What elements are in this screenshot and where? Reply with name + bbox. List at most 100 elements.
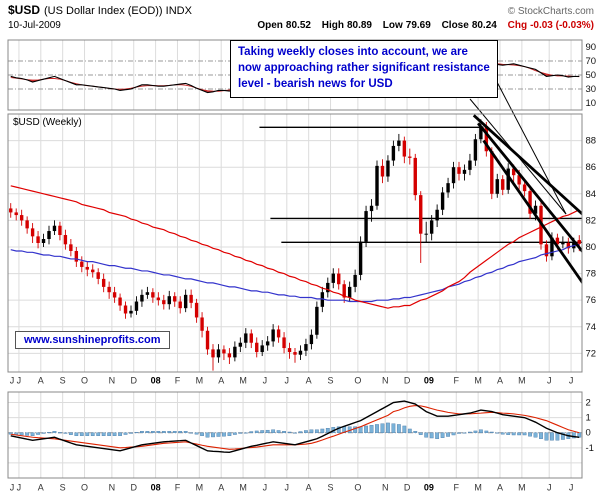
month-label: O	[354, 483, 361, 493]
y-tick-label: -1	[586, 443, 594, 454]
date: 10-Jul-2009	[8, 20, 61, 31]
macd-histogram-bar	[500, 432, 505, 435]
candle-body	[386, 160, 390, 177]
macd-histogram-bar	[506, 432, 511, 435]
candle-body	[162, 300, 166, 305]
candle-body	[91, 269, 95, 273]
watermark-text: www.sunshineprofits.com	[15, 331, 170, 349]
month-label: M	[239, 483, 247, 493]
macd-histogram-bar	[194, 432, 199, 435]
month-label: S	[328, 376, 334, 386]
macd-histogram-bar	[407, 428, 412, 433]
macd-histogram-bar	[309, 429, 314, 433]
macd-histogram-bar	[189, 432, 194, 434]
candle-body	[101, 278, 106, 287]
candle-body	[194, 302, 199, 318]
candle-body	[369, 205, 374, 212]
macd-histogram-bar	[222, 432, 226, 437]
macd-histogram-bar	[58, 432, 62, 434]
candle-body	[298, 350, 303, 355]
candle-body	[561, 243, 565, 245]
candle-body	[58, 225, 62, 236]
candle-body	[30, 228, 35, 237]
macd-histogram-bar	[79, 432, 84, 436]
candle-body	[320, 292, 325, 307]
y-tick-label: 30	[586, 84, 597, 95]
candle-body	[468, 160, 472, 170]
candle-body	[364, 211, 368, 242]
candle-body	[255, 342, 259, 353]
month-label: D	[130, 376, 137, 386]
candle-body	[41, 239, 46, 243]
candle-body	[375, 165, 379, 206]
macd-histogram-bar	[539, 432, 543, 439]
candle-body	[451, 167, 456, 184]
title-row: $USD (US Dollar Index (EOD)) INDX © Stoc…	[0, 0, 600, 17]
macd-histogram-bar	[314, 429, 319, 433]
candle-body	[440, 192, 445, 210]
down-trendline	[472, 114, 582, 216]
macd-histogram-bar	[353, 426, 358, 433]
candle-body	[265, 341, 270, 346]
close-label: Close	[441, 20, 469, 31]
macd-histogram-bar	[375, 424, 379, 433]
ma-line-blue	[10, 243, 580, 303]
candle-body	[506, 168, 510, 190]
macd-histogram-bar	[413, 431, 418, 433]
candle-body	[380, 165, 385, 177]
month-label: M	[196, 483, 204, 493]
candle-body	[353, 274, 357, 287]
candle-body	[173, 296, 177, 302]
candle-body	[484, 125, 489, 152]
macd-indicator	[8, 400, 582, 454]
macd-histogram-bar	[511, 432, 516, 436]
high-value: 80.89	[346, 20, 372, 31]
macd-histogram-bar	[107, 432, 112, 436]
month-label: A	[306, 376, 312, 386]
down-trendline	[482, 139, 582, 285]
macd-histogram-bar	[276, 430, 281, 433]
macd-histogram-bar	[571, 432, 576, 439]
month-label: D	[130, 483, 137, 493]
macd-histogram-bar	[85, 432, 90, 436]
macd-histogram-bar	[96, 432, 101, 436]
y-tick-label: 86	[586, 162, 597, 173]
candle-body	[52, 225, 57, 232]
candle-body	[517, 175, 521, 185]
macd-histogram-bar	[156, 431, 161, 433]
candle-body	[397, 140, 401, 146]
macd-histogram-bar	[161, 431, 166, 433]
macd-histogram-bar	[25, 432, 30, 436]
macd-histogram-bar	[265, 429, 270, 433]
candle-body	[326, 282, 330, 293]
macd-histogram-bar	[167, 431, 172, 433]
month-label: J	[547, 483, 552, 493]
macd-histogram-bar	[304, 430, 308, 433]
candle-body	[134, 301, 139, 311]
candle-body	[577, 240, 581, 244]
month-label: J	[547, 376, 552, 386]
macd-histogram-bar	[468, 431, 472, 433]
candle-body	[9, 208, 13, 213]
candle-body	[391, 145, 396, 161]
candle-body	[528, 191, 532, 214]
month-label: J	[10, 483, 15, 493]
month-label: J	[285, 376, 290, 386]
macd-histogram-bar	[478, 429, 483, 433]
month-label: J	[10, 376, 15, 386]
month-label: M	[239, 376, 247, 386]
macd-histogram-bar	[150, 431, 155, 433]
candle-body	[544, 244, 549, 257]
copyright: © StockCharts.com	[507, 6, 594, 17]
macd-histogram-bar	[205, 432, 210, 438]
macd-histogram-bar	[118, 432, 122, 436]
macd-histogram-bar	[396, 424, 401, 433]
month-label: A	[38, 376, 44, 386]
macd-histogram-bar	[47, 432, 51, 434]
y-tick-label: 80	[586, 242, 597, 253]
candle-body	[96, 272, 100, 279]
macd-histogram-bar	[172, 431, 177, 433]
macd-histogram-bar	[30, 432, 35, 436]
candle-body	[435, 209, 439, 221]
x-axis-labels-bottom: J J A S O N D 08 F M A M J J A S O N D 09 F M A M J J	[10, 483, 574, 493]
